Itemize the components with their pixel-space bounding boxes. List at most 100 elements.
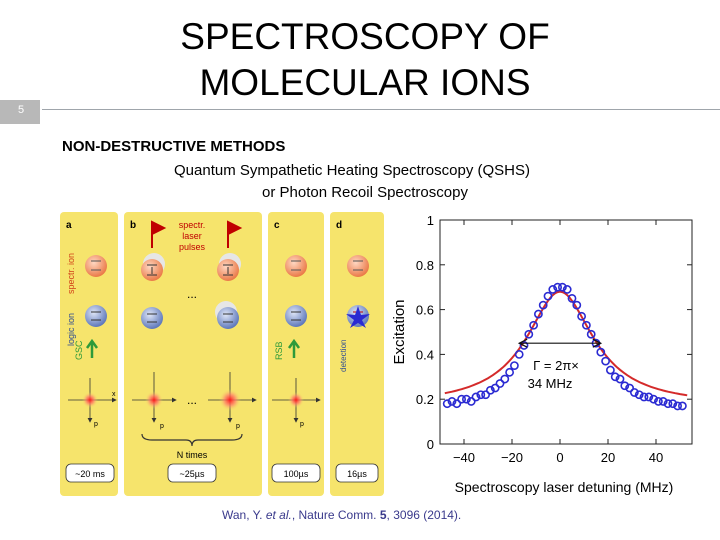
data-point (625, 383, 634, 393)
spectr-ion-label: spectr. ion (66, 253, 76, 294)
data-point (495, 379, 505, 388)
y-tick-label: 0.2 (416, 392, 434, 407)
data-point (653, 397, 663, 406)
phase-space-spot-c (288, 392, 304, 408)
data-point (620, 381, 630, 391)
ellipsis-b2: ... (187, 393, 197, 407)
n-times-label: N times (177, 450, 208, 460)
slide-number: 5 (18, 104, 25, 116)
method-alt-name: or Photon Recoil Spectroscopy (262, 184, 468, 201)
data-point (634, 390, 644, 400)
data-point (673, 401, 682, 411)
duration-box-c (271, 463, 321, 483)
laser-text-2: laser (182, 231, 202, 241)
y-tick-label: 0.4 (416, 347, 434, 362)
data-point (462, 394, 471, 404)
logic-ion-b1 (141, 307, 163, 329)
gamma-value: 34 MHz (528, 376, 573, 391)
data-point (596, 347, 606, 357)
citation-suffix: , 3096 (2014). (386, 508, 462, 522)
data-point (562, 285, 572, 294)
data-point (567, 294, 577, 303)
data-point (514, 349, 524, 359)
panel-a (60, 212, 118, 496)
scheme-figure: a b c d spectr. ion logic ion GSC x p ~2… (60, 212, 384, 496)
axis-x-label: x (112, 391, 116, 398)
y-tick-label: 1 (427, 213, 434, 228)
data-point (452, 399, 462, 409)
section-heading: NON-DESTRUCTIVE METHODS (62, 138, 286, 155)
data-point (505, 367, 514, 377)
x-tick-label: 40 (649, 450, 663, 465)
duration-d: 16µs (347, 469, 367, 479)
phase-space-spot-a (82, 392, 98, 408)
panel-label-b: b (130, 220, 136, 231)
axis-p-label: p (94, 421, 98, 428)
data-point (486, 385, 495, 395)
data-point (548, 285, 558, 294)
x-axis-label: Spectroscopy laser detuning (MHz) (455, 479, 674, 495)
data-point (601, 356, 610, 366)
data-point (553, 282, 562, 292)
title-divider (42, 109, 720, 110)
gamma-annotation: Γ = 2π× (533, 358, 579, 373)
y-ticks: 0 0.2 0.4 0.6 0.8 1 (416, 213, 692, 452)
duration-box-d (335, 463, 379, 483)
slide-title: SPECTROSCOPY OF MOLECULAR IONS (150, 14, 580, 106)
x-tick-label: −20 (501, 450, 523, 465)
data-point (538, 300, 548, 310)
logic-ion-label: logic ion (66, 313, 76, 346)
data-point (557, 282, 567, 292)
duration-box-a (65, 463, 115, 483)
citation-volume: 5 (379, 508, 387, 522)
panel-label-d: d (336, 220, 342, 231)
axis-p-label-b2: p (236, 423, 240, 430)
data-point (471, 392, 481, 402)
y-tick-label: 0.8 (416, 258, 434, 273)
data-point (663, 399, 673, 409)
excitation-icon (223, 264, 233, 276)
excitation-icon (147, 264, 157, 276)
phase-space-spot-b1 (145, 391, 163, 409)
panel-c (268, 212, 324, 496)
excitation-chart: 0 0.2 0.4 0.6 0.8 1 −40 −20 0 20 40 Γ = 2π× 34 MH… (391, 213, 693, 495)
title-line-1: SPECTROSCOPY OF (180, 16, 550, 57)
x-tick-label: 20 (601, 450, 615, 465)
panel-b (124, 212, 262, 496)
data-point (533, 309, 543, 319)
data-point (466, 397, 476, 406)
rsb-arrow-icon (287, 338, 301, 358)
data-point (668, 399, 678, 409)
logic-ion-b2 (217, 307, 239, 329)
fit-curve (444, 290, 688, 397)
data-point (529, 320, 538, 330)
data-point (447, 397, 457, 406)
slide-number-bar (0, 100, 40, 124)
logic-ion-a (85, 305, 107, 327)
data-point (615, 374, 625, 384)
data-point (481, 390, 490, 400)
citation-prefix: Wan, Y. (222, 508, 266, 522)
data-point (649, 394, 658, 404)
rsb-label: RSB (274, 341, 284, 360)
gsc-label: GSC (74, 340, 84, 360)
duration-a: ~20 ms (75, 469, 105, 479)
data-point (629, 388, 639, 397)
data-point (605, 365, 615, 375)
data-point (543, 291, 553, 301)
data-point (658, 397, 668, 406)
data-point (519, 341, 529, 350)
spectr-ion-a (85, 255, 107, 277)
citation: Wan, Y. et al., Nature Comm. 5, 3096 (20… (222, 508, 461, 522)
data-point (490, 383, 500, 393)
arrow-head-left (517, 338, 528, 348)
citation-middle: , Nature Comm. (291, 508, 380, 522)
panel-d (330, 212, 384, 496)
x-ticks: −40 −20 0 20 40 (453, 220, 663, 465)
x-tick-label: 0 (556, 450, 563, 465)
data-point (586, 329, 596, 339)
data-point (644, 392, 654, 402)
phase-space-spot-b2 (219, 389, 241, 411)
laser-text-3: pulses (179, 242, 206, 252)
data-point (610, 372, 620, 382)
